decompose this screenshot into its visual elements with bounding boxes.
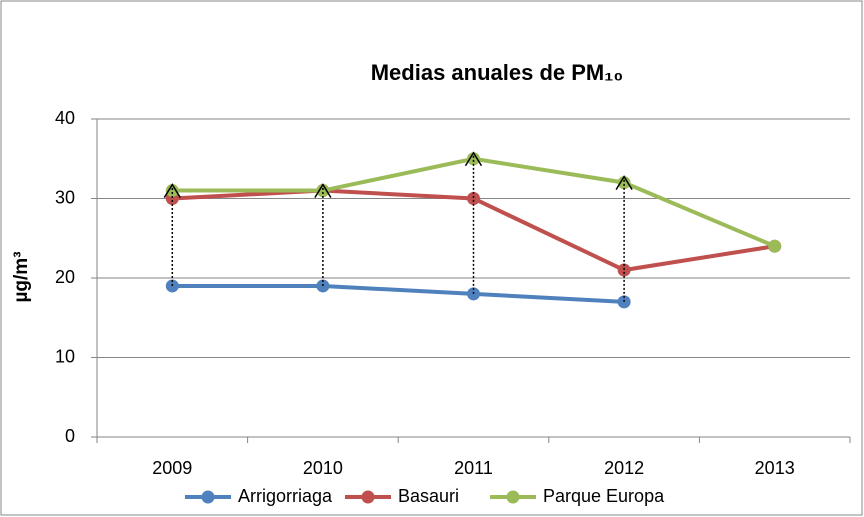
data-point [165,184,179,198]
x-tick-label: 2009 [152,458,192,478]
y-tick-label: 0 [65,426,75,446]
data-point [316,184,330,198]
x-tick-label: 2012 [604,458,644,478]
legend-marker [506,490,520,504]
y-axis-label: µg/m³ [11,251,32,302]
arrow-head [163,183,181,198]
data-point [467,152,480,166]
chart-title: Medias anuales de PM₁₀ [371,60,624,85]
arrow-head [464,151,483,167]
arrow-head [314,183,332,198]
series-line [172,283,625,304]
legend-label: Arrigorriaga [238,486,333,506]
data-point [617,176,631,190]
y-tick-label: 10 [55,346,75,366]
y-tick-label: 30 [55,187,75,207]
legend-marker [201,490,215,504]
data-point [768,239,782,253]
legend-label: Basauri [398,486,459,506]
legend-marker [361,490,375,504]
x-tick-label: 2011 [454,458,493,478]
arrow-head [615,175,633,190]
data-point [617,263,631,277]
x-tick-label: 2010 [303,458,343,478]
x-tick-label: 2013 [755,458,795,478]
y-tick-label: 40 [55,108,75,128]
legend-label: Parque Europa [543,486,665,506]
y-tick-label: 20 [55,267,75,287]
data-point [467,192,480,205]
